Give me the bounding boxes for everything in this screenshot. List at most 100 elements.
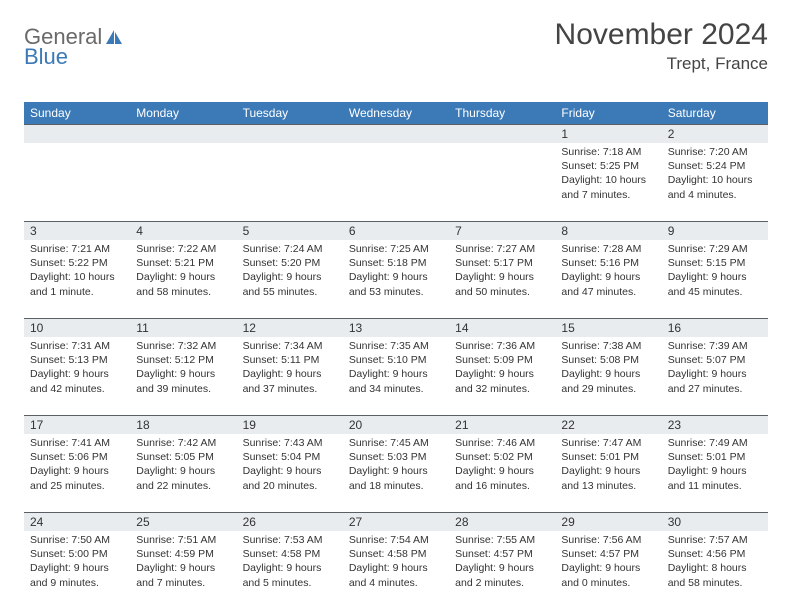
daylight-text: Daylight: 9 hours and 53 minutes.	[349, 270, 443, 298]
day-cell: Sunrise: 7:56 AMSunset: 4:57 PMDaylight:…	[555, 531, 661, 609]
weekday-header: Wednesday	[343, 102, 449, 124]
day-number: 12	[237, 319, 343, 337]
sunset-text: Sunset: 5:09 PM	[455, 353, 549, 367]
day-number	[24, 125, 130, 143]
daylight-text: Daylight: 9 hours and 25 minutes.	[30, 464, 124, 492]
daylight-text: Daylight: 9 hours and 29 minutes.	[561, 367, 655, 395]
day-number: 9	[662, 222, 768, 240]
day-number	[449, 125, 555, 143]
sunrise-text: Sunrise: 7:28 AM	[561, 242, 655, 256]
daylight-text: Daylight: 10 hours and 7 minutes.	[561, 173, 655, 201]
day-number: 25	[130, 513, 236, 531]
sunset-text: Sunset: 5:04 PM	[243, 450, 337, 464]
day-cell: Sunrise: 7:39 AMSunset: 5:07 PMDaylight:…	[662, 337, 768, 415]
sunrise-text: Sunrise: 7:57 AM	[668, 533, 762, 547]
day-number: 30	[662, 513, 768, 531]
daylight-text: Daylight: 9 hours and 58 minutes.	[136, 270, 230, 298]
sunrise-text: Sunrise: 7:46 AM	[455, 436, 549, 450]
day-cell: Sunrise: 7:32 AMSunset: 5:12 PMDaylight:…	[130, 337, 236, 415]
sunrise-text: Sunrise: 7:32 AM	[136, 339, 230, 353]
daylight-text: Daylight: 9 hours and 13 minutes.	[561, 464, 655, 492]
day-number: 24	[24, 513, 130, 531]
day-cell	[130, 143, 236, 221]
sunrise-text: Sunrise: 7:25 AM	[349, 242, 443, 256]
logo-text-2: Blue	[24, 44, 68, 70]
logo-sail-icon	[104, 28, 124, 46]
day-number: 17	[24, 416, 130, 434]
day-cell: Sunrise: 7:35 AMSunset: 5:10 PMDaylight:…	[343, 337, 449, 415]
sunset-text: Sunset: 5:01 PM	[561, 450, 655, 464]
calendar-body: 12Sunrise: 7:18 AMSunset: 5:25 PMDayligh…	[24, 124, 768, 609]
sunset-text: Sunset: 5:10 PM	[349, 353, 443, 367]
daynum-row: 3456789	[24, 221, 768, 240]
sunrise-text: Sunrise: 7:55 AM	[455, 533, 549, 547]
day-number: 27	[343, 513, 449, 531]
daylight-text: Daylight: 8 hours and 58 minutes.	[668, 561, 762, 589]
day-cell: Sunrise: 7:38 AMSunset: 5:08 PMDaylight:…	[555, 337, 661, 415]
sunrise-text: Sunrise: 7:53 AM	[243, 533, 337, 547]
daylight-text: Daylight: 9 hours and 22 minutes.	[136, 464, 230, 492]
day-cell: Sunrise: 7:42 AMSunset: 5:05 PMDaylight:…	[130, 434, 236, 512]
day-cell: Sunrise: 7:47 AMSunset: 5:01 PMDaylight:…	[555, 434, 661, 512]
day-cell: Sunrise: 7:22 AMSunset: 5:21 PMDaylight:…	[130, 240, 236, 318]
day-number: 1	[555, 125, 661, 143]
sunset-text: Sunset: 5:15 PM	[668, 256, 762, 270]
daylight-text: Daylight: 9 hours and 20 minutes.	[243, 464, 337, 492]
day-cell: Sunrise: 7:25 AMSunset: 5:18 PMDaylight:…	[343, 240, 449, 318]
day-cell: Sunrise: 7:50 AMSunset: 5:00 PMDaylight:…	[24, 531, 130, 609]
sunset-text: Sunset: 5:18 PM	[349, 256, 443, 270]
weekday-header: Sunday	[24, 102, 130, 124]
sunset-text: Sunset: 5:07 PM	[668, 353, 762, 367]
day-number: 10	[24, 319, 130, 337]
sunset-text: Sunset: 5:11 PM	[243, 353, 337, 367]
daylight-text: Daylight: 9 hours and 32 minutes.	[455, 367, 549, 395]
day-cell: Sunrise: 7:46 AMSunset: 5:02 PMDaylight:…	[449, 434, 555, 512]
sunrise-text: Sunrise: 7:47 AM	[561, 436, 655, 450]
daylight-text: Daylight: 9 hours and 37 minutes.	[243, 367, 337, 395]
day-cell: Sunrise: 7:36 AMSunset: 5:09 PMDaylight:…	[449, 337, 555, 415]
sunset-text: Sunset: 5:21 PM	[136, 256, 230, 270]
day-number: 7	[449, 222, 555, 240]
daylight-text: Daylight: 9 hours and 45 minutes.	[668, 270, 762, 298]
sunrise-text: Sunrise: 7:36 AM	[455, 339, 549, 353]
sunrise-text: Sunrise: 7:18 AM	[561, 145, 655, 159]
day-number: 2	[662, 125, 768, 143]
daylight-text: Daylight: 9 hours and 16 minutes.	[455, 464, 549, 492]
sunrise-text: Sunrise: 7:51 AM	[136, 533, 230, 547]
day-cell	[24, 143, 130, 221]
daylight-text: Daylight: 9 hours and 42 minutes.	[30, 367, 124, 395]
sunset-text: Sunset: 5:25 PM	[561, 159, 655, 173]
day-number: 18	[130, 416, 236, 434]
week-row: Sunrise: 7:50 AMSunset: 5:00 PMDaylight:…	[24, 531, 768, 609]
daylight-text: Daylight: 9 hours and 9 minutes.	[30, 561, 124, 589]
sunrise-text: Sunrise: 7:29 AM	[668, 242, 762, 256]
sunset-text: Sunset: 5:13 PM	[30, 353, 124, 367]
day-cell	[237, 143, 343, 221]
weekday-header-row: Sunday Monday Tuesday Wednesday Thursday…	[24, 102, 768, 124]
sunset-text: Sunset: 5:01 PM	[668, 450, 762, 464]
day-number: 11	[130, 319, 236, 337]
sunset-text: Sunset: 5:22 PM	[30, 256, 124, 270]
day-number: 29	[555, 513, 661, 531]
day-number: 13	[343, 319, 449, 337]
day-cell: Sunrise: 7:55 AMSunset: 4:57 PMDaylight:…	[449, 531, 555, 609]
daynum-row: 10111213141516	[24, 318, 768, 337]
sunrise-text: Sunrise: 7:50 AM	[30, 533, 124, 547]
sunrise-text: Sunrise: 7:35 AM	[349, 339, 443, 353]
daynum-row: 24252627282930	[24, 512, 768, 531]
day-number	[130, 125, 236, 143]
week-row: Sunrise: 7:21 AMSunset: 5:22 PMDaylight:…	[24, 240, 768, 318]
day-cell: Sunrise: 7:20 AMSunset: 5:24 PMDaylight:…	[662, 143, 768, 221]
header: General November 2024 Trept, France	[24, 18, 768, 74]
day-cell: Sunrise: 7:45 AMSunset: 5:03 PMDaylight:…	[343, 434, 449, 512]
daylight-text: Daylight: 9 hours and 5 minutes.	[243, 561, 337, 589]
day-number: 22	[555, 416, 661, 434]
day-cell: Sunrise: 7:51 AMSunset: 4:59 PMDaylight:…	[130, 531, 236, 609]
day-number: 26	[237, 513, 343, 531]
day-number: 14	[449, 319, 555, 337]
daylight-text: Daylight: 9 hours and 4 minutes.	[349, 561, 443, 589]
daylight-text: Daylight: 9 hours and 34 minutes.	[349, 367, 443, 395]
daylight-text: Daylight: 9 hours and 55 minutes.	[243, 270, 337, 298]
sunset-text: Sunset: 4:58 PM	[349, 547, 443, 561]
sunset-text: Sunset: 5:20 PM	[243, 256, 337, 270]
